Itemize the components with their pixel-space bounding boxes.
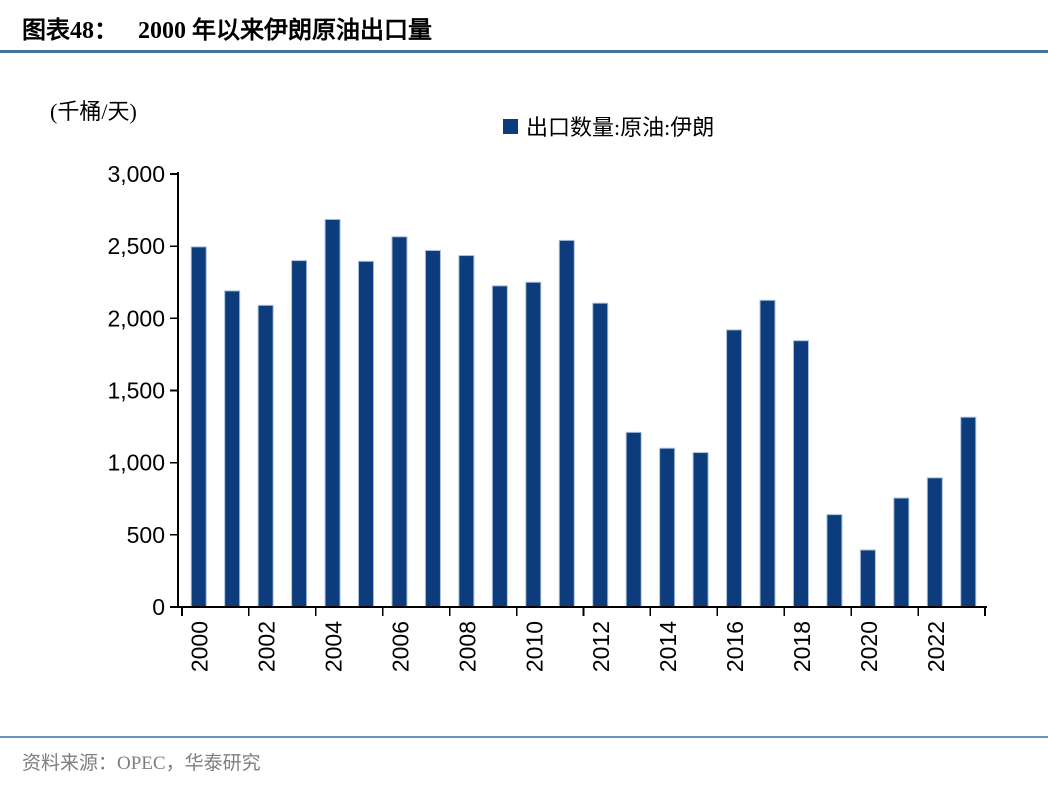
x-tick-label: 2014 [655,621,681,672]
y-tick-label: 1,500 [107,378,165,404]
bar-2015 [692,452,709,608]
x-tick-label: 2016 [722,621,748,672]
bar-2021 [893,497,910,608]
bar-2017 [759,299,776,608]
bar-2005 [358,260,375,608]
chart-legend: 出口数量:原油:伊朗 [503,110,714,142]
bar-2019 [826,514,843,608]
bar-2000 [190,246,207,608]
bar-2004 [324,218,341,608]
y-axis-unit-label: (千桶/天) [50,99,137,124]
title-divider [0,50,1048,53]
figure-title-text: 2000 年以来伊朗原油出口量 [138,18,432,44]
x-tick-label: 2010 [521,621,547,672]
bar-2020 [859,549,876,608]
bar-2006 [391,236,408,608]
figure-title: 图表48： 2000 年以来伊朗原油出口量 [22,10,432,45]
x-tick-label: 2000 [187,621,213,672]
x-tick-label: 2006 [387,621,413,672]
bar-2003 [291,260,308,608]
bar-2011 [558,239,575,608]
y-tick-label: 2,500 [107,233,165,259]
bar-2012 [592,302,609,608]
bar-2001 [224,290,241,608]
bar-2016 [726,329,743,608]
bar-2009 [491,285,508,608]
legend-label: 出口数量:原油:伊朗 [526,115,715,140]
bar-2014 [659,447,676,608]
x-tick-label: 2020 [856,621,882,672]
bar-2013 [625,431,642,608]
x-tick-label: 2008 [454,621,480,672]
x-tick-label: 2002 [254,621,280,672]
x-tick-label: 2022 [923,621,949,672]
bar-2007 [424,249,441,608]
source-note: 资料来源：OPEC，华泰研究 [22,753,261,774]
legend-marker-icon [503,118,518,134]
y-tick-label: 1,000 [107,450,165,476]
x-tick-label: 2012 [588,621,614,672]
y-tick-label: 0 [152,594,165,620]
x-tick-label: 2004 [321,621,347,672]
bar-2010 [525,281,542,608]
bar-2018 [792,340,809,608]
y-tick-label: 2,000 [107,305,165,331]
bar-2022 [926,477,943,608]
y-tick-label: 500 [127,522,165,548]
x-tick-label: 2018 [789,621,815,672]
figure-number-label: 图表48： [22,18,118,44]
bar-2023 [960,416,977,608]
bar-2008 [458,255,475,608]
footer-divider [0,736,1048,738]
bar-2002 [257,304,274,608]
y-tick-label: 3,000 [107,161,165,187]
